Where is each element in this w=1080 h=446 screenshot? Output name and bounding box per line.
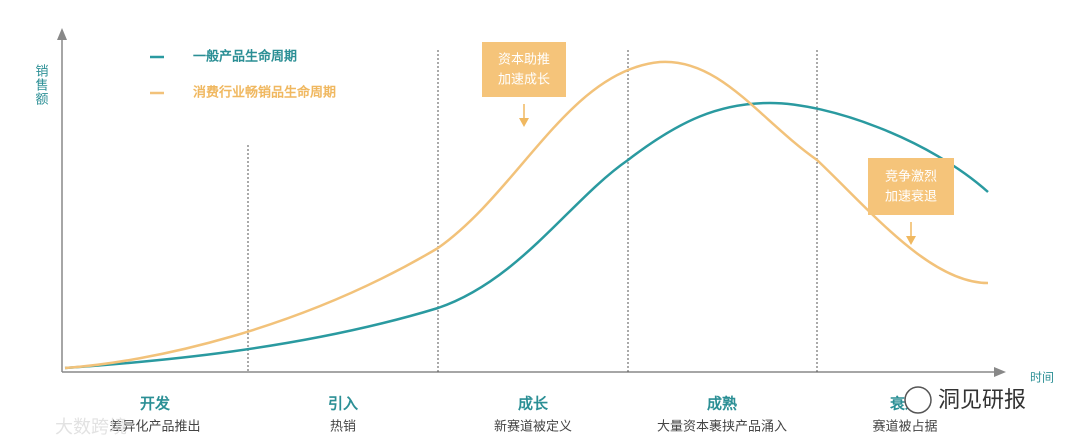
annotation-arrow-head bbox=[519, 118, 529, 127]
consumer-curve bbox=[64, 60, 989, 370]
stage-title: 开发 bbox=[140, 395, 171, 413]
stage-subtitle: 大量资本裹挟产品涌入 bbox=[657, 420, 787, 435]
general-curve bbox=[64, 101, 989, 370]
x-arrow bbox=[994, 367, 1006, 377]
stage-subtitle: 差异化产品推出 bbox=[109, 420, 200, 435]
y-axis-label-3: 额 bbox=[35, 93, 48, 108]
watermark: 洞见研报 bbox=[938, 388, 1026, 413]
stage-title: 成熟 bbox=[707, 395, 737, 413]
annotation-arrow-head bbox=[906, 236, 916, 245]
annotation-box bbox=[482, 42, 566, 97]
annotation-text: 竞争激烈 bbox=[885, 169, 937, 185]
watermark: 大数跨境 bbox=[55, 417, 127, 438]
stage-subtitle: 赛道被占据 bbox=[872, 419, 937, 435]
y-arrow bbox=[57, 28, 67, 40]
annotation-box bbox=[868, 158, 954, 215]
stage-title: 成长 bbox=[518, 395, 549, 413]
y-axis-label-2: 售 bbox=[35, 78, 48, 94]
annotation-text: 加速衰退 bbox=[885, 189, 937, 205]
stage-title: 引入 bbox=[328, 395, 358, 413]
stage-subtitle: 热销 bbox=[330, 420, 356, 435]
annotation-text: 资本助推 bbox=[498, 53, 550, 68]
legend-label: 一般产品生命周期 bbox=[193, 49, 297, 65]
legend-label: 消费行业畅销品生命周期 bbox=[193, 85, 336, 101]
watermark-icon bbox=[904, 386, 932, 414]
x-axis-label: 时间 bbox=[1030, 371, 1054, 385]
y-axis-label-1: 销 bbox=[35, 65, 48, 80]
annotation-text: 加速成长 bbox=[498, 73, 550, 88]
stage-subtitle: 新赛道被定义 bbox=[494, 419, 572, 435]
